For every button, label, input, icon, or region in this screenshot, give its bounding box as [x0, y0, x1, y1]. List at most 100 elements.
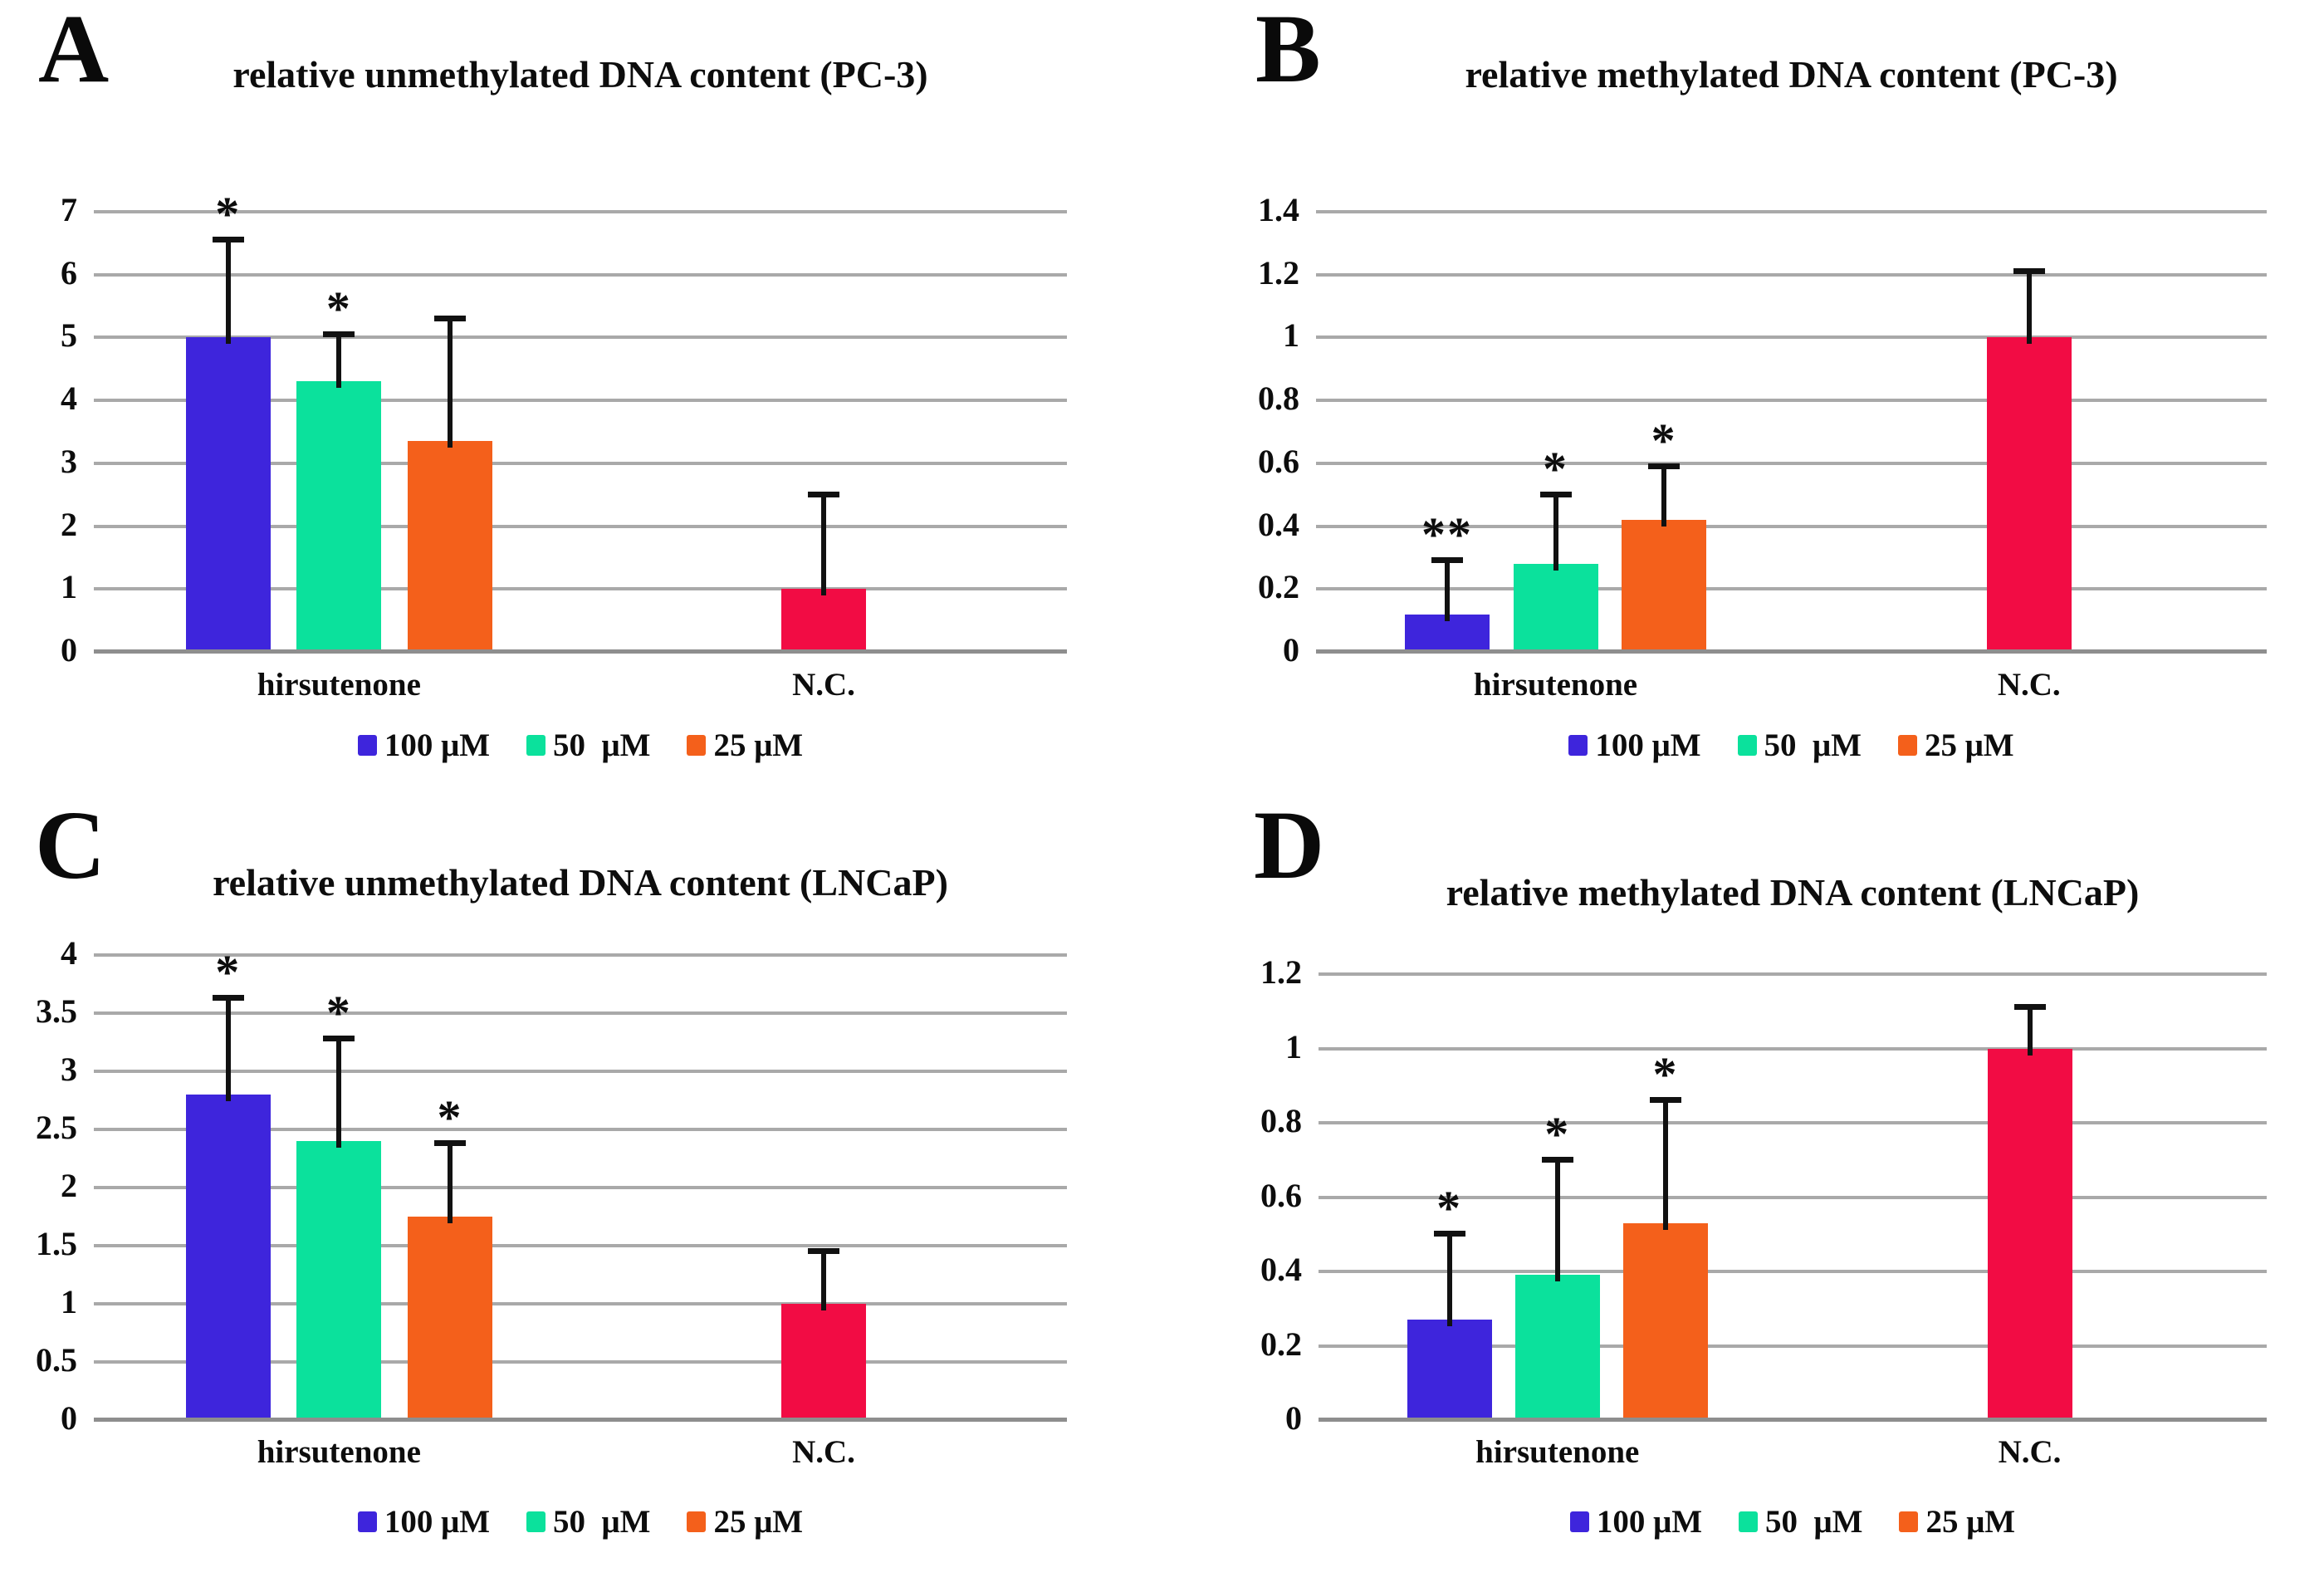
y-axis-tick-label: 0.8: [1260, 1102, 1302, 1139]
bar-100m-hirsutenone: [185, 1095, 271, 1420]
y-axis-tick-label: 1.5: [36, 1225, 77, 1262]
error-bar-cap: [2013, 1004, 2046, 1011]
y-axis-tick-label: 0: [1283, 631, 1299, 669]
legend-swatch: [1569, 1511, 1589, 1532]
legend-item: 25 μM: [687, 729, 803, 762]
gridline: [94, 461, 1067, 465]
error-bar: [1553, 494, 1558, 571]
error-bar: [1445, 561, 1450, 621]
bar-nc-nc: [781, 589, 866, 652]
y-axis-tick-label: 1.4: [1258, 191, 1299, 228]
legend-swatch: [687, 735, 707, 756]
legend-swatch: [687, 1511, 707, 1532]
x-axis-line: [1316, 649, 2267, 654]
error-bar-cap: [1648, 463, 1681, 469]
legend-item: 25 μM: [1897, 727, 2014, 763]
x-axis-line: [1319, 1418, 2267, 1422]
significance-star: *: [1652, 1047, 1679, 1102]
legend-b: 100 μM 50 μM 25 μM: [1316, 729, 2267, 762]
legend-label: 25 μM: [713, 1504, 804, 1540]
gridline: [94, 1011, 1067, 1015]
error-bar: [225, 240, 231, 345]
gridline: [94, 336, 1067, 340]
y-axis-tick-label: 0.4: [1258, 505, 1299, 543]
y-axis-tick-label: 2: [61, 1167, 77, 1204]
gridline: [94, 1302, 1067, 1305]
significance-star: *: [437, 1090, 463, 1144]
significance-star: *: [325, 985, 352, 1040]
error-bar: [1446, 1234, 1452, 1327]
gridline: [94, 587, 1067, 591]
error-bar: [821, 494, 826, 596]
error-bar: [336, 334, 342, 389]
error-bar: [225, 997, 231, 1101]
legend-label: 100 μM: [384, 1504, 491, 1540]
legend-item: 100 μM: [1568, 729, 1701, 762]
y-axis-tick-label: 0: [1285, 1399, 1302, 1437]
panel-a: A relative unmethylated DNA content (PC-…: [0, 0, 1162, 793]
error-bar-cap: [1541, 1156, 1573, 1163]
x-axis-line: [94, 1418, 1067, 1422]
y-axis-tick-label: 0.5: [36, 1341, 77, 1379]
error-bar-cap: [1649, 1097, 1681, 1104]
gridline: [1316, 587, 2267, 591]
legend-label: 100 μM: [384, 727, 491, 763]
bar-25m-hirsutenone: [407, 1217, 492, 1420]
panel-letter-b: B: [1255, 0, 1321, 103]
error-bar: [821, 1251, 826, 1310]
y-axis-tick-label: 2.5: [36, 1109, 77, 1146]
legend-swatch: [357, 735, 377, 756]
y-axis-tick-label: 4: [61, 934, 77, 972]
y-axis-tick-label: 1: [61, 568, 77, 606]
y-axis-tick-label: 0.6: [1260, 1176, 1302, 1214]
legend-item: 25 μM: [1899, 1506, 2015, 1538]
y-axis-tick-label: 4: [61, 380, 77, 418]
y-axis-tick-label: 1: [1283, 316, 1299, 355]
gridline: [94, 1360, 1067, 1364]
legend-swatch: [1568, 735, 1588, 756]
legend-label: 25 μM: [713, 727, 804, 763]
y-axis-tick-label: 2: [61, 505, 77, 543]
legend-label: 100 μM: [1596, 1504, 1703, 1540]
bar-25m-hirsutenone: [1622, 520, 1707, 652]
x-axis-category-label: N.C.: [792, 667, 855, 703]
x-axis-labels-d: hirsutenone N.C.: [1319, 1433, 2267, 1483]
y-axis-tick-label: 3: [61, 1051, 77, 1088]
error-bar: [2026, 271, 2032, 345]
significance-star: *: [1436, 1181, 1463, 1236]
bar-50m-hirsutenone: [296, 381, 382, 652]
y-axis-tick-label: 1.2: [1260, 953, 1302, 991]
x-axis-labels-b: hirsutenone N.C.: [1316, 666, 2267, 716]
bar-100m-hirsutenone: [1407, 1320, 1492, 1420]
error-bar-cap: [1539, 491, 1572, 497]
error-bar-cap: [323, 1035, 355, 1041]
legend-c: 100 μM 50 μM 25 μM: [94, 1506, 1067, 1538]
significance-star: *: [215, 187, 242, 242]
legend-label: 25 μM: [1924, 727, 2014, 763]
y-axis-tick-label: 7: [61, 191, 77, 228]
error-bar-cap: [2013, 267, 2045, 274]
legend-item: 50 μM: [1737, 729, 1862, 762]
gridline: [94, 524, 1067, 528]
error-bar-cap: [1433, 1231, 1465, 1237]
error-bar-cap: [212, 237, 244, 243]
gridline: [1316, 461, 2267, 465]
error-bar: [447, 1143, 453, 1223]
y-axis-tick-label: 1.2: [1258, 253, 1299, 291]
error-bar-cap: [1431, 557, 1463, 564]
legend-item: 50 μM: [526, 1506, 650, 1538]
legend-label: 25 μM: [1925, 1504, 2016, 1540]
error-bar-cap: [433, 315, 466, 321]
legend-d: 100 μM 50 μM 25 μM: [1319, 1506, 2267, 1538]
bar-nc-nc: [1986, 337, 2072, 652]
legend-a: 100 μM 50 μM 25 μM: [94, 729, 1067, 762]
x-axis-category-label: N.C.: [1998, 1434, 2062, 1470]
y-axis-tick-label: 0.2: [1258, 568, 1299, 606]
x-axis-category-label: hirsutenone: [1475, 1434, 1640, 1470]
legend-label: 50 μM: [553, 1504, 651, 1540]
bar-100m-hirsutenone: [185, 337, 271, 652]
y-axis-tick-label: 0: [61, 1399, 77, 1437]
gridline: [1316, 210, 2267, 213]
panel-c: C relative unmethylated DNA content (LNC…: [0, 793, 1162, 1587]
